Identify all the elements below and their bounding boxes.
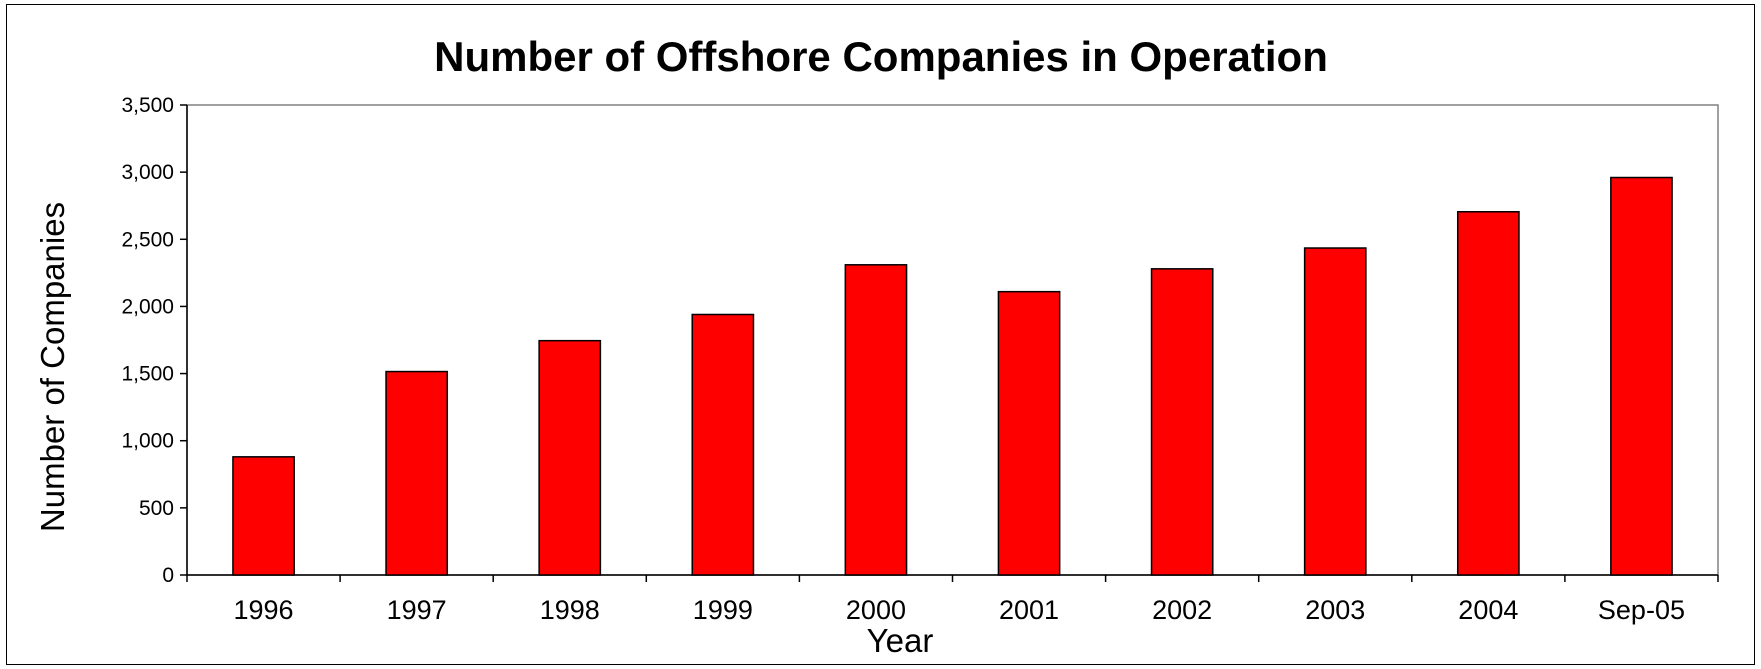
bar xyxy=(1458,212,1519,575)
x-axis-label: Year xyxy=(867,622,934,659)
x-tick-label: Sep-05 xyxy=(1598,595,1685,625)
y-axis-label: Number of Companies xyxy=(34,202,71,532)
y-tick-label: 2,000 xyxy=(121,295,174,318)
chart-title: Number of Offshore Companies in Operatio… xyxy=(434,33,1328,80)
y-tick-label: 3,500 xyxy=(121,94,174,117)
bar-chart: Number of Offshore Companies in Operatio… xyxy=(7,5,1756,666)
x-tick-label: 1999 xyxy=(693,595,753,625)
x-tick-label: 1998 xyxy=(540,595,600,625)
y-tick-label: 0 xyxy=(162,564,174,587)
y-tick-label: 3,000 xyxy=(121,161,174,184)
x-tick-label: 2003 xyxy=(1305,595,1365,625)
x-tick-label: 1996 xyxy=(234,595,294,625)
bar xyxy=(692,314,753,575)
bar xyxy=(998,292,1059,575)
bar xyxy=(1305,248,1366,575)
bar xyxy=(845,265,906,575)
x-tick-label: 2000 xyxy=(846,595,906,625)
bar xyxy=(1611,178,1672,575)
y-tick-label: 500 xyxy=(139,497,174,520)
x-tick-label: 2002 xyxy=(1152,595,1212,625)
x-tick-label: 2001 xyxy=(999,595,1059,625)
y-tick-label: 2,500 xyxy=(121,228,174,251)
chart-frame: Number of Offshore Companies in Operatio… xyxy=(6,4,1755,665)
y-tick-label: 1,000 xyxy=(121,430,174,453)
bar xyxy=(233,457,294,575)
x-tick-label: 1997 xyxy=(387,595,447,625)
x-tick-label: 2004 xyxy=(1458,595,1518,625)
bar xyxy=(539,341,600,575)
bar xyxy=(1152,269,1213,575)
bar xyxy=(386,372,447,575)
y-tick-label: 1,500 xyxy=(121,363,174,386)
